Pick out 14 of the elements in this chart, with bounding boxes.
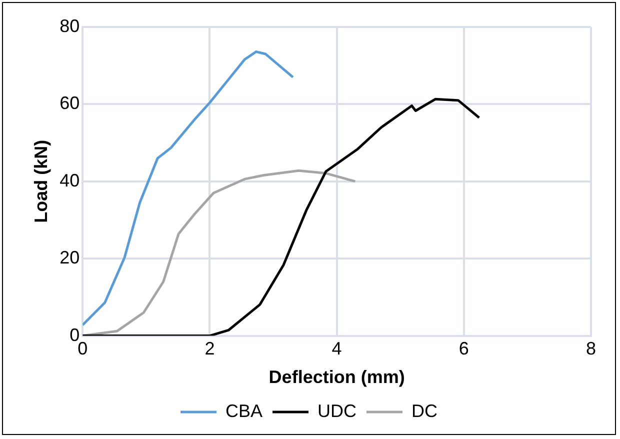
y-tick-label: 20: [60, 248, 80, 268]
x-tick-label: 8: [586, 338, 596, 359]
y-tick-label: 60: [60, 93, 80, 114]
y-tick-label: 0: [70, 324, 80, 345]
legend-label: CBA: [225, 400, 263, 421]
x-axis-title: Deflection (mm): [268, 367, 405, 388]
y-tick-label: 80: [60, 16, 80, 36]
x-tick-label: 6: [458, 338, 469, 359]
y-tick-label: 40: [60, 170, 80, 190]
legend-label: DC: [412, 400, 438, 421]
y-axis-title: Load (kN): [30, 140, 51, 223]
x-tick-label: 2: [204, 338, 215, 359]
legend-label: UDC: [318, 400, 357, 421]
x-tick-label: 4: [332, 338, 342, 359]
